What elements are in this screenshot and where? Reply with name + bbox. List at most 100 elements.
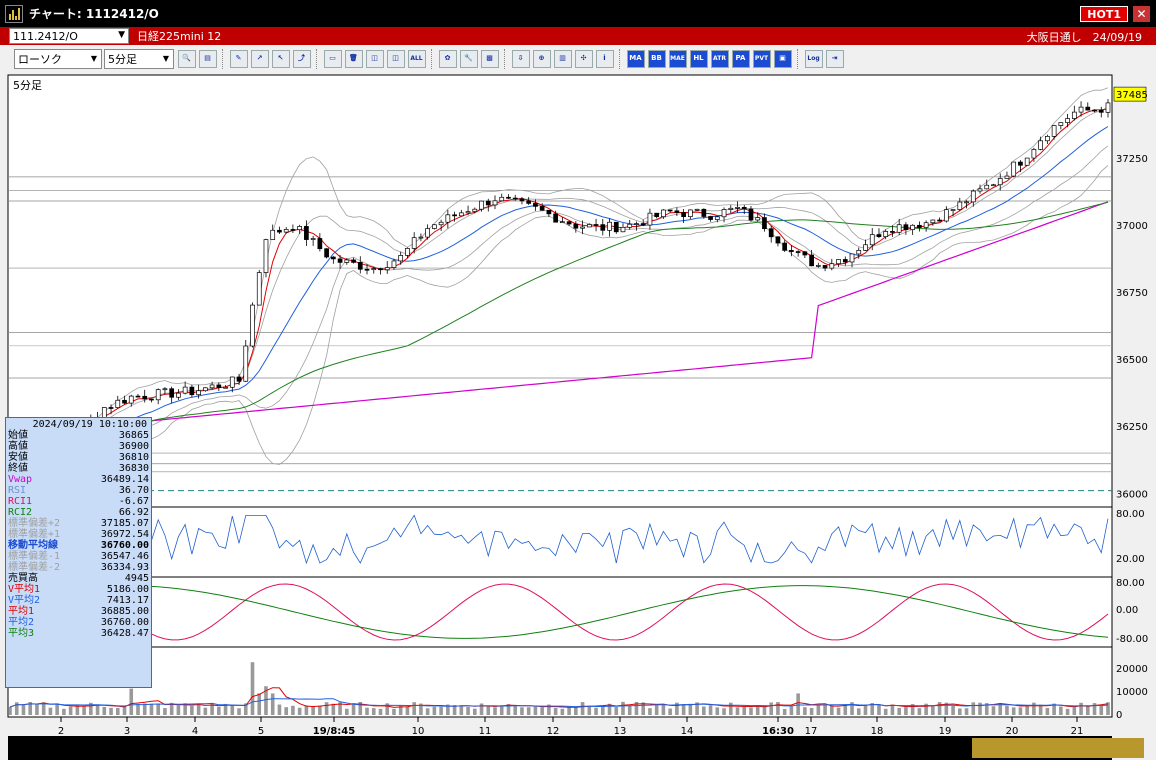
log-button[interactable]: Log	[804, 49, 823, 68]
frame-icon[interactable]: ▣	[773, 49, 792, 68]
candle-body	[128, 395, 134, 404]
candle-body	[209, 384, 215, 389]
volume-bar	[1005, 705, 1009, 715]
candle-body	[937, 219, 942, 222]
candle-body	[714, 216, 720, 220]
table-icon[interactable]: ▥	[553, 49, 572, 68]
candle-body	[425, 228, 430, 238]
export-icon[interactable]: ⇥	[825, 49, 844, 68]
candle-body	[910, 224, 916, 230]
candle-body	[923, 222, 929, 228]
gear-icon[interactable]: ✿	[438, 49, 457, 68]
curve-icon[interactable]: ⤴	[292, 49, 311, 68]
scroll-overview[interactable]	[8, 736, 1112, 760]
volume-bar	[803, 707, 807, 715]
time-tick-label: 18	[871, 726, 884, 737]
hl-button[interactable]: HL	[689, 49, 708, 68]
all-button[interactable]: ALL	[407, 49, 426, 68]
candle-body	[115, 399, 121, 408]
cross-icon[interactable]: ✣	[574, 49, 593, 68]
time-tick-label: 16:30	[762, 726, 794, 737]
volume-bar	[190, 705, 194, 715]
info-row: 標準偏差+2 37185.07	[6, 518, 151, 529]
volume-bar	[958, 708, 962, 715]
time-tick-label: 20	[1006, 726, 1019, 737]
volume-bar	[1072, 707, 1077, 715]
candle-body	[1078, 106, 1084, 113]
atr-button[interactable]: ATR	[710, 49, 729, 68]
pen-icon[interactable]: ✎	[229, 49, 248, 68]
candle-body	[351, 259, 356, 263]
candle-body	[371, 268, 377, 271]
volume-bar	[149, 703, 154, 715]
draw-icon[interactable]: ↗	[250, 49, 269, 68]
toolbar: ローソク ▼ 5分足 ▼ 🔍 ▤ ✎ ↗ ↖ ⤴ ▭ 🗑 ◫ ◫ ALL ✿ 🔧 ▩ ⇩ ⊕ ▥ ✣ i MA BB MAE H…	[0, 45, 1156, 72]
volume-bar	[937, 702, 942, 715]
bars-icon[interactable]: ▤	[198, 49, 217, 68]
rsi-tick-label: 20.00	[1116, 554, 1145, 565]
download-icon[interactable]: ⇩	[511, 49, 530, 68]
candle-body	[721, 209, 727, 218]
rci-tick-label: 0.00	[1116, 605, 1138, 616]
volume-bar	[95, 704, 100, 715]
volume-bar	[850, 702, 854, 715]
volume-bar	[560, 708, 565, 715]
interval-select[interactable]: 5分足 ▼	[104, 48, 174, 69]
time-tick-label: 13	[614, 726, 627, 737]
ma-button[interactable]: MA	[626, 49, 645, 68]
volume-bar	[984, 703, 989, 715]
chart-type-select[interactable]: ローソク ▼	[14, 48, 102, 69]
wrench-icon[interactable]: 🔧	[459, 49, 478, 68]
main-price-panel[interactable]	[7, 74, 1113, 508]
rci1-line	[9, 583, 1109, 641]
scroll-thumb[interactable]	[972, 738, 1144, 758]
volume-bar	[324, 702, 329, 715]
bb-button[interactable]: BB	[647, 49, 666, 68]
close-button[interactable]: ✕	[1133, 6, 1150, 22]
info-row: 終値 36830	[6, 463, 151, 474]
info-row: 安値 36810	[6, 452, 151, 463]
zoom-icon[interactable]: 🔍	[177, 49, 196, 68]
price-tick-label: 36000	[1116, 489, 1148, 500]
cursor-icon[interactable]: ↖	[271, 49, 290, 68]
volume-bar	[385, 703, 390, 715]
candle-body	[1031, 149, 1037, 159]
volume-bar	[567, 707, 571, 715]
note-icon[interactable]: ▭	[323, 49, 342, 68]
volume-bar	[345, 708, 349, 715]
info-label: 移動平均線	[8, 540, 58, 551]
candle-body	[1058, 122, 1064, 126]
price-chart[interactable]: 5分足 37250 37000 36750 36500 36250 36000 37485 8…	[0, 72, 1156, 760]
candle-body	[613, 221, 619, 233]
volume-bar	[392, 708, 396, 715]
volume-bar	[122, 706, 127, 715]
volume-bar	[587, 705, 592, 715]
candle2-icon[interactable]: ◫	[386, 49, 405, 68]
trash-icon[interactable]: 🗑	[344, 49, 363, 68]
palette-icon[interactable]: ▩	[480, 49, 499, 68]
volume-bar	[755, 706, 760, 715]
hot-badge[interactable]: HOT1	[1080, 6, 1128, 22]
symbol-code-select[interactable]: 111.2412/O ▼	[9, 28, 129, 44]
toolbar-separator	[316, 48, 322, 69]
volume-bar	[782, 708, 787, 715]
info-value: 36900	[118, 441, 149, 452]
info-icon[interactable]: i	[595, 49, 614, 68]
volume-bar	[574, 707, 578, 715]
candle-body	[223, 386, 228, 389]
candle-body	[883, 231, 889, 237]
magnify-icon[interactable]: ⊕	[532, 49, 551, 68]
info-label: 標準偏差+1	[8, 529, 61, 540]
para-button[interactable]: PA	[731, 49, 750, 68]
candle-body	[438, 221, 444, 226]
mae-button[interactable]: MAE	[668, 49, 687, 68]
candle-body	[310, 238, 316, 240]
volume-bar	[270, 693, 275, 715]
pvt-button[interactable]: PVT	[752, 49, 771, 68]
volume-bar	[897, 708, 901, 715]
volume-bar	[749, 707, 753, 715]
volume-bar	[1065, 708, 1070, 715]
candle-icon[interactable]: ◫	[365, 49, 384, 68]
time-tick-label: 10	[412, 726, 425, 737]
volume-bar	[695, 702, 699, 715]
